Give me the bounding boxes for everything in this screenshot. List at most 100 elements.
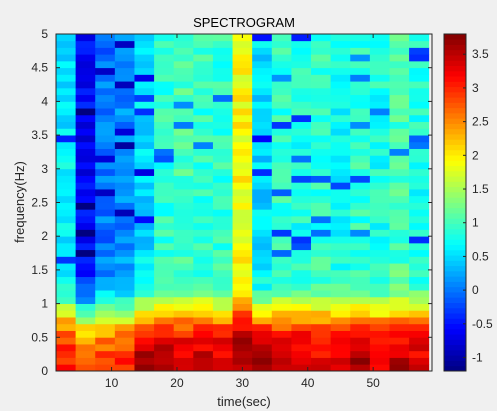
heatmap-cell	[311, 229, 332, 237]
heatmap-cell	[330, 350, 351, 358]
heatmap-cell	[75, 209, 96, 217]
colorbar-segment	[444, 39, 466, 45]
heatmap-cell	[311, 168, 332, 176]
heatmap-cell	[154, 189, 175, 197]
heatmap-cell	[330, 229, 351, 237]
heatmap-cell	[350, 222, 371, 230]
heatmap-cell	[369, 114, 390, 123]
heatmap-cell	[75, 128, 96, 136]
heatmap-cell	[350, 47, 371, 55]
heatmap-cell	[232, 114, 253, 123]
colorbar-segment	[444, 107, 466, 114]
heatmap-cell	[193, 182, 214, 190]
heatmap-cell	[75, 101, 96, 109]
heatmap-cell	[173, 263, 194, 271]
heatmap-cell	[154, 47, 175, 55]
heatmap-cell	[409, 283, 430, 291]
heatmap-cell	[212, 135, 233, 143]
heatmap-cell	[252, 317, 273, 325]
heatmap-cell	[134, 222, 155, 230]
heatmap-cell	[389, 155, 410, 163]
heatmap-cell	[154, 310, 175, 318]
heatmap-cell	[75, 350, 96, 358]
x-axis: 10 20 30 40 50	[105, 34, 380, 390]
heatmap-cell	[271, 189, 292, 197]
y-tick-label: 2.5	[31, 196, 48, 210]
heatmap-cell	[154, 290, 175, 298]
colorbar-segment	[444, 292, 466, 298]
heatmap-cell	[173, 357, 194, 365]
heatmap-cell	[232, 310, 253, 318]
heatmap-cell	[134, 40, 155, 48]
heatmap-cell	[252, 229, 273, 237]
heatmap-cell	[114, 337, 135, 345]
heatmap-cell	[409, 101, 430, 109]
heatmap-cell	[271, 168, 292, 176]
x-tick-label: 40	[301, 376, 315, 390]
heatmap-cell	[311, 108, 332, 116]
heatmap-cell	[232, 317, 253, 325]
heatmap-cell	[291, 189, 312, 197]
heatmap-cell	[389, 303, 410, 311]
heatmap-cell	[330, 323, 351, 331]
heatmap-cell	[369, 54, 390, 62]
heatmap-cell	[311, 81, 332, 89]
heatmap-cell	[291, 81, 312, 89]
heatmap-cell	[232, 303, 253, 311]
heatmap-cell	[311, 242, 332, 251]
heatmap-cell	[232, 189, 253, 197]
heatmap-cell	[193, 269, 214, 278]
heatmap-cell	[114, 202, 135, 210]
heatmap-cell	[212, 60, 233, 69]
colorbar-segment	[444, 70, 466, 77]
colorbar-tick-label: -0.5	[472, 317, 493, 331]
heatmap-cell	[271, 141, 292, 149]
heatmap-cell	[232, 148, 253, 156]
heatmap-cell	[75, 121, 96, 129]
heatmap-cell	[212, 182, 233, 190]
heatmap-cell	[154, 108, 175, 116]
heatmap-cell	[193, 189, 214, 197]
heatmap-cell	[369, 60, 390, 69]
heatmap-cell	[212, 128, 233, 136]
heatmap-cell	[409, 249, 430, 257]
y-axis: 0 0.5 1 1.5 2 2.5 3 3.5 4 4.5 5	[31, 27, 432, 378]
heatmap-cell	[134, 310, 155, 318]
heatmap-cell	[271, 148, 292, 156]
heatmap-cell	[114, 242, 135, 251]
heatmap-cell	[193, 141, 214, 149]
heatmap-cell	[212, 276, 233, 284]
colorbar-segment	[444, 365, 466, 372]
heatmap-cell	[193, 74, 214, 82]
heatmap-cell	[291, 141, 312, 149]
heatmap-cell	[134, 330, 155, 338]
heatmap-cell	[330, 337, 351, 345]
heatmap-cell	[56, 330, 77, 338]
heatmap-cell	[75, 236, 96, 244]
colorbar-segment	[444, 244, 466, 251]
heatmap-cell	[114, 108, 135, 116]
heatmap-cell	[232, 276, 253, 284]
heatmap-cell	[114, 344, 135, 352]
heatmap-cell	[154, 283, 175, 291]
heatmap-cell	[173, 81, 194, 89]
heatmap-cell	[154, 323, 175, 331]
heatmap-cell	[252, 330, 273, 338]
heatmap-cell	[193, 148, 214, 156]
colorbar-segment	[444, 191, 466, 198]
heatmap-cell	[350, 182, 371, 190]
colorbar-segment	[444, 97, 466, 103]
heatmap-cell	[114, 296, 135, 304]
heatmap-cell	[271, 74, 292, 82]
heatmap-cell	[56, 296, 77, 304]
x-tick-label: 30	[236, 376, 250, 390]
heatmap-cell	[212, 317, 233, 325]
heatmap-cell	[389, 168, 410, 176]
heatmap-cell	[311, 357, 332, 365]
heatmap-cell	[154, 182, 175, 190]
heatmap-cell	[409, 74, 430, 82]
heatmap-cell	[330, 263, 351, 271]
heatmap-cell	[271, 54, 292, 62]
heatmap-cell	[389, 215, 410, 224]
heatmap-cell	[154, 296, 175, 304]
